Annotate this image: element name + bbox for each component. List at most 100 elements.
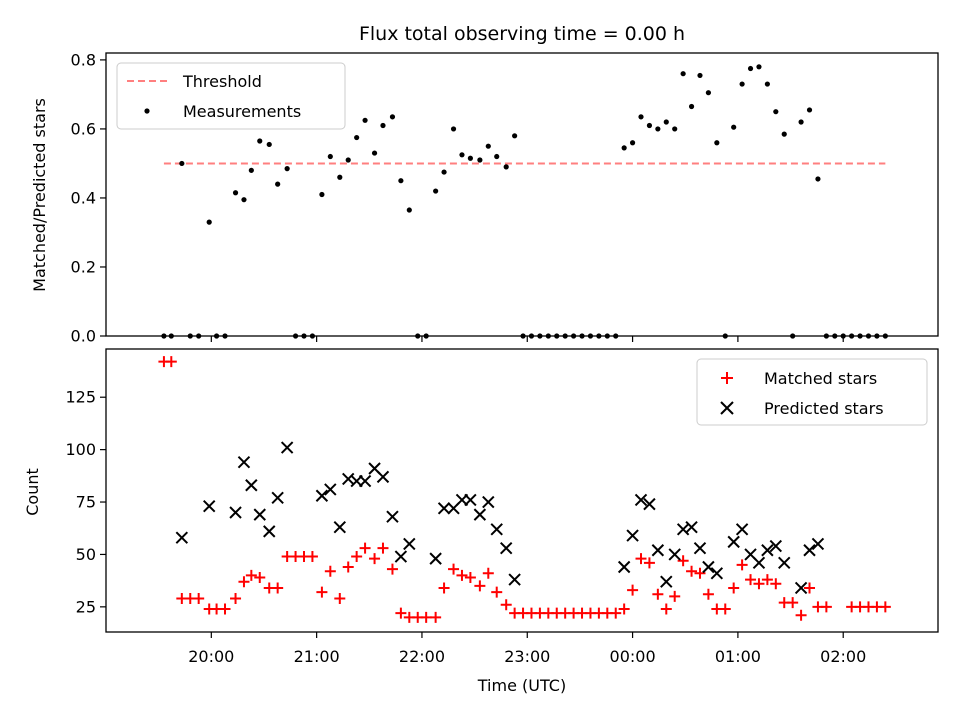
top-y-axis-label: Matched/Predicted stars xyxy=(30,98,49,292)
predicted-stars-point xyxy=(394,550,408,563)
matched-stars-point xyxy=(804,582,816,594)
predicted-stars-point xyxy=(499,541,513,555)
measurement-point xyxy=(406,207,412,213)
measurement-point xyxy=(433,188,439,194)
matched-stars-point xyxy=(359,542,371,554)
predicted-stars-point xyxy=(324,483,337,496)
matched-stars-point xyxy=(395,607,407,619)
matched-stars-point xyxy=(753,578,765,590)
bottom-x-tick-label: 23:00 xyxy=(504,647,550,666)
predicted-stars-point xyxy=(237,455,251,469)
measurement-point xyxy=(638,114,644,120)
matched-stars-point xyxy=(761,574,773,586)
top-y-tick-label: 0.4 xyxy=(71,188,96,207)
predicted-stars-point xyxy=(761,544,774,557)
matched-stars-point xyxy=(610,607,622,619)
predicted-stars-point xyxy=(668,548,681,561)
measurement-point xyxy=(739,81,745,87)
matched-stars-point xyxy=(728,582,740,594)
matched-stars-point xyxy=(879,601,891,613)
matched-stars-point xyxy=(669,590,681,602)
measurement-point xyxy=(398,178,404,184)
measurement-point xyxy=(756,64,762,70)
predicted-stars-point xyxy=(710,567,724,580)
predicted-stars-point xyxy=(660,575,673,588)
legend-predicted-label: Predicted stars xyxy=(764,399,884,418)
measurement-point xyxy=(621,145,627,151)
bottom-legend: Matched stars Predicted stars xyxy=(696,358,928,426)
matched-stars-point xyxy=(787,597,799,609)
top-x-axis-ticks xyxy=(210,336,844,342)
measurement-point xyxy=(241,197,247,203)
matched-stars-point xyxy=(770,578,782,590)
matched-stars-point xyxy=(219,603,231,615)
predicted-stars-point xyxy=(803,544,816,557)
predicted-stars-point xyxy=(315,489,329,502)
predicted-stars-point xyxy=(271,491,284,505)
measurement-point xyxy=(380,122,386,129)
predicted-stars-point xyxy=(229,506,242,519)
predicted-stars-point xyxy=(752,556,766,570)
predicted-stars-point xyxy=(358,474,372,488)
measurement-point xyxy=(629,140,636,146)
predicted-stars-point xyxy=(794,581,808,595)
matched-stars-point xyxy=(627,584,639,596)
measurement-point xyxy=(179,160,185,167)
bottom-panel: 25 50 75 100 125 20:00 21:00 22:00 23:00 00:00 01… xyxy=(23,348,939,695)
matched-stars-point xyxy=(438,582,450,594)
measurement-point xyxy=(354,134,360,141)
predicted-stars-point xyxy=(617,560,631,574)
measurement-point xyxy=(232,190,239,196)
predicted-stars-point xyxy=(263,525,276,538)
measurement-point xyxy=(764,81,770,87)
matched-stars-point xyxy=(820,601,832,613)
matched-stars-point xyxy=(377,542,389,554)
matched-stars-point xyxy=(272,582,284,594)
matched-stars-point xyxy=(795,609,807,621)
measurement-point xyxy=(798,119,804,125)
predicted-stars-point xyxy=(429,552,442,565)
bottom-x-tick-label: 01:00 xyxy=(715,647,761,666)
matched-stars-point xyxy=(500,599,512,611)
matched-stars-point xyxy=(694,567,706,579)
predicted-stars-point xyxy=(482,495,495,509)
predicted-stars-point xyxy=(769,539,783,553)
matched-stars-point xyxy=(334,592,346,604)
legend-matched-swatch xyxy=(721,372,733,384)
measurement-point xyxy=(371,150,378,156)
measurement-point xyxy=(345,157,351,163)
matched-stars-point xyxy=(660,603,672,615)
predicted-stars-point xyxy=(735,523,749,536)
top-y-tick-label: 0.0 xyxy=(71,327,96,346)
measurement-point xyxy=(672,126,678,132)
predicted-stars-point xyxy=(727,535,740,549)
matched-stars-point xyxy=(464,571,476,583)
predicted-stars-point xyxy=(333,520,347,534)
measurement-point xyxy=(688,103,695,110)
matched-stars-point xyxy=(316,586,328,598)
matched-stars-point xyxy=(736,559,748,571)
predicted-stars-point xyxy=(253,508,266,521)
measurement-point xyxy=(206,219,212,225)
matched-stars-point xyxy=(456,569,468,581)
measurement-point xyxy=(459,152,465,158)
bottom-plot-frame xyxy=(105,348,939,633)
bottom-x-tick-label: 21:00 xyxy=(294,647,340,666)
measurement-point xyxy=(646,122,653,129)
predicted-stars-point xyxy=(386,510,399,523)
measurement-point xyxy=(337,174,343,180)
matched-stars-point xyxy=(245,569,257,581)
top-panel: 0.00.20.40.60.8 Matched/Predicted stars … xyxy=(30,50,939,346)
measurement-point xyxy=(731,124,737,130)
predicted-stars-point xyxy=(473,508,487,521)
matched-stars-point xyxy=(482,567,494,579)
legend-threshold-label: Threshold xyxy=(182,72,262,91)
matched-stars-point xyxy=(238,576,250,588)
matched-stars-point xyxy=(491,586,503,598)
matched-stars-point xyxy=(643,557,655,569)
measurement-point xyxy=(327,153,333,160)
bottom-y-tick-label: 25 xyxy=(76,597,96,616)
bottom-legend-box xyxy=(696,358,928,426)
bottom-y-tick-label: 75 xyxy=(76,493,96,512)
predicted-stars-point xyxy=(643,497,656,511)
